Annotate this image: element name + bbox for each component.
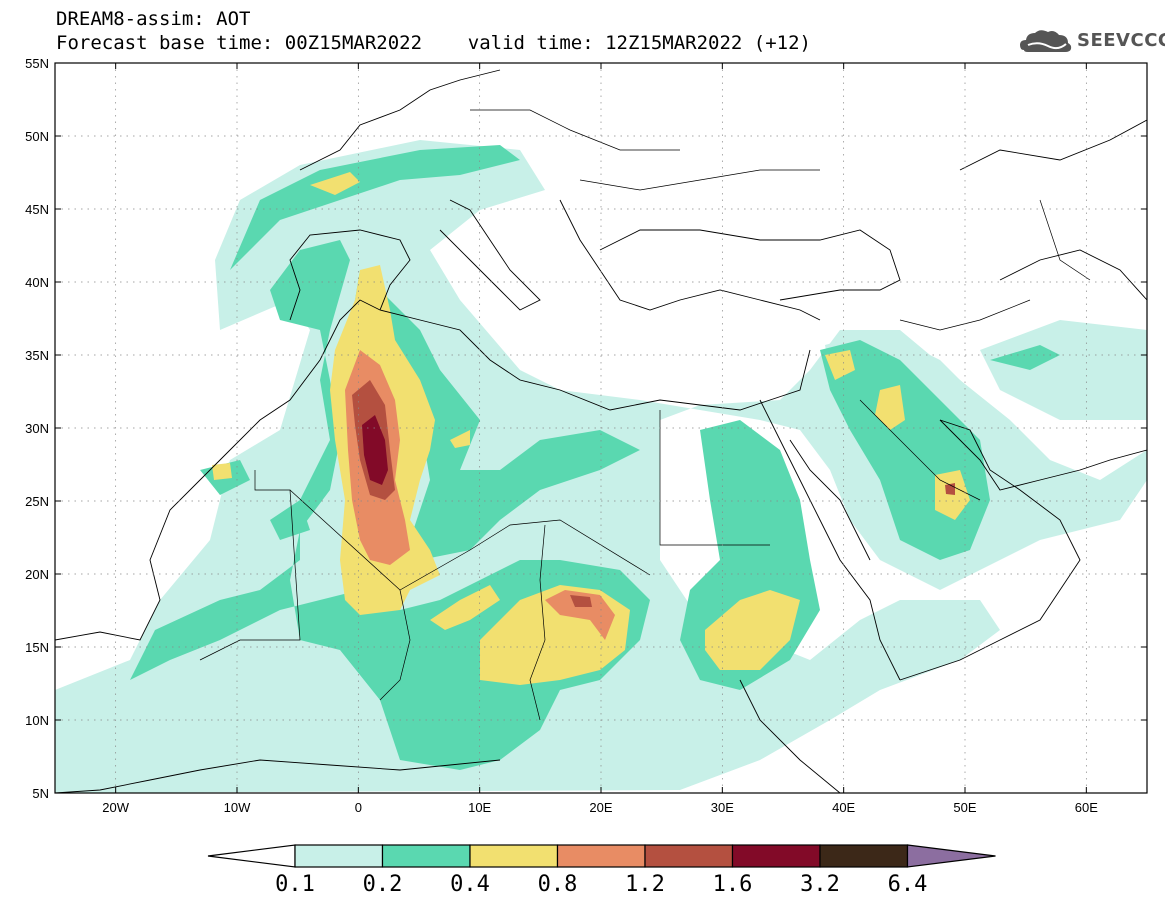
- forecast-time-subtitle: Forecast base time: 00Z15MAR2022 valid t…: [56, 32, 811, 54]
- latitude-labels: 55N 50N 45N 40N 35N 30N 25N 20N 15N 10N 5N: [25, 56, 49, 801]
- lon-label: 20W: [102, 800, 129, 815]
- axis-ticks: [55, 62, 1147, 794]
- aot-band-1.6: [362, 415, 388, 485]
- lat-label: 20N: [25, 567, 49, 582]
- colorbar-segment: [469, 844, 559, 868]
- lat-label: 15N: [25, 640, 49, 655]
- colorbar-label: 1.2: [625, 872, 665, 897]
- colorbar-label: 0.2: [363, 872, 403, 897]
- map-title: DREAM8-assim: AOT: [56, 8, 251, 30]
- lat-label: 25N: [25, 494, 49, 509]
- lon-label: 50E: [953, 800, 976, 815]
- colorbar-segment: [381, 844, 471, 868]
- colorbar-label: 0.1: [275, 872, 315, 897]
- lon-label: 10E: [468, 800, 491, 815]
- lon-label: 0: [355, 800, 362, 815]
- lat-label: 45N: [25, 202, 49, 217]
- lat-label: 40N: [25, 275, 49, 290]
- lat-label: 10N: [25, 713, 49, 728]
- colorbar-segment: [294, 844, 384, 868]
- aot-colorbar: [207, 844, 996, 868]
- lon-label: 20E: [589, 800, 612, 815]
- cloud-logo-icon: [1020, 30, 1072, 52]
- gridlines: [55, 63, 1147, 793]
- lat-label: 50N: [25, 129, 49, 144]
- lat-label: 30N: [25, 421, 49, 436]
- colorbar-label: 0.4: [450, 872, 490, 897]
- colorbar-segment: [556, 844, 646, 868]
- lon-label: 10W: [224, 800, 251, 815]
- lon-label: 40E: [832, 800, 855, 815]
- country-borders: [199, 109, 1091, 721]
- lat-label: 35N: [25, 348, 49, 363]
- lat-label: 5N: [32, 786, 49, 801]
- lon-label: 60E: [1075, 800, 1098, 815]
- colorbar-label: 1.6: [713, 872, 753, 897]
- colorbar-label: 6.4: [888, 872, 928, 897]
- colorbar-high-arrow: [906, 844, 996, 868]
- colorbar-labels: 0.1 0.2 0.4 0.8 1.2 1.6 3.2 6.4: [275, 872, 927, 897]
- lat-label: 55N: [25, 56, 49, 71]
- longitude-labels: 20W 10W 0 10E 20E 30E 40E 50E 60E: [102, 800, 1098, 815]
- lon-label: 30E: [711, 800, 734, 815]
- colorbar-low-arrow: [207, 844, 296, 868]
- colorbar-segment: [731, 844, 821, 868]
- colorbar-segment: [819, 844, 909, 868]
- coastlines: [55, 69, 1147, 793]
- logo-text: SEEVCCC: [1077, 30, 1165, 51]
- colorbar-label: 0.8: [538, 872, 578, 897]
- colorbar-segment: [644, 844, 734, 868]
- colorbar-label: 3.2: [800, 872, 840, 897]
